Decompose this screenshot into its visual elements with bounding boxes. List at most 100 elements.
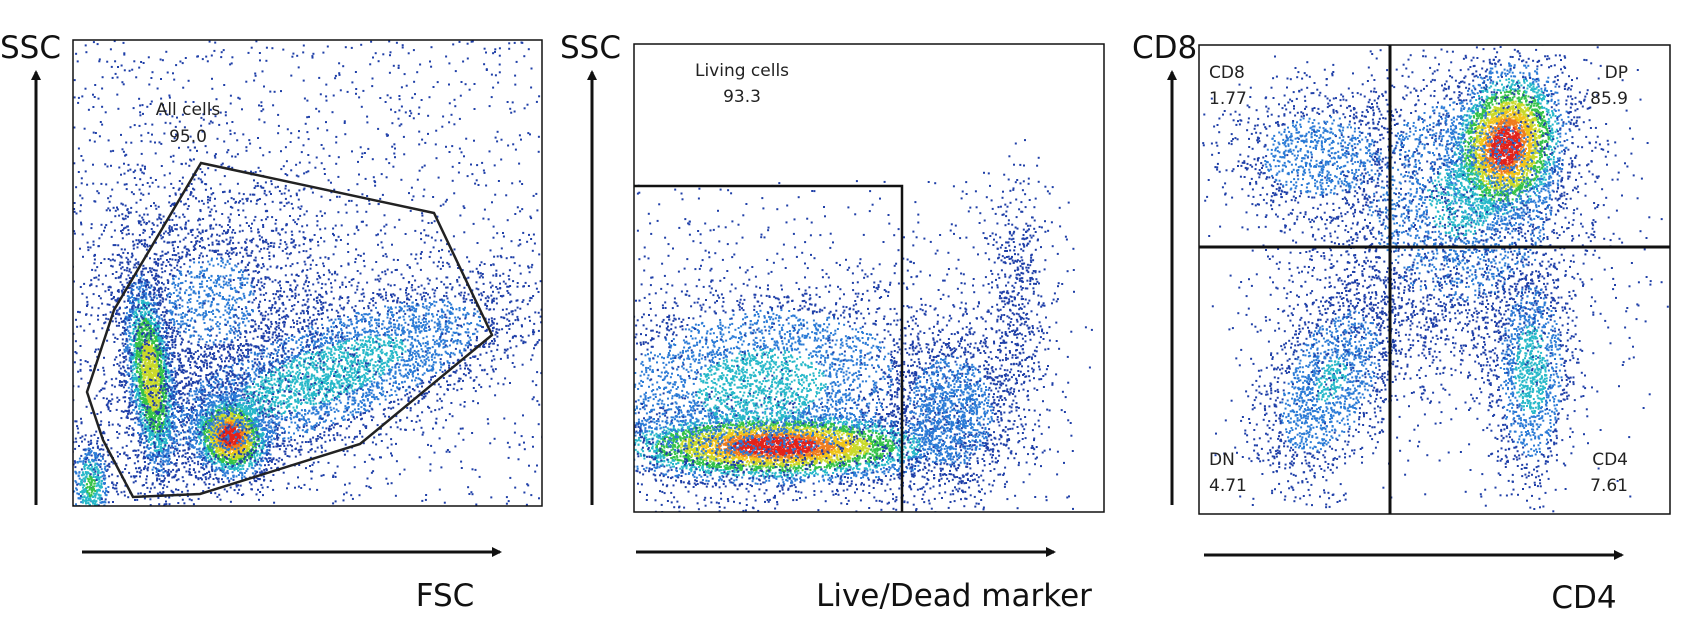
data-point — [138, 399, 141, 402]
data-point — [163, 391, 166, 394]
data-point — [145, 302, 148, 305]
data-point — [131, 368, 134, 371]
data-point — [142, 299, 145, 302]
data-point — [142, 442, 145, 444]
data-point — [139, 356, 142, 359]
data-point — [149, 349, 152, 352]
data-point — [227, 466, 230, 469]
data-point — [186, 397, 189, 400]
data-point — [152, 322, 155, 325]
data-point — [154, 349, 157, 352]
data-point — [233, 469, 236, 472]
data-point — [137, 342, 140, 345]
data-point — [161, 379, 164, 382]
data-point — [329, 356, 332, 359]
data-point — [129, 311, 132, 313]
data-point — [242, 464, 245, 467]
data-point — [166, 463, 169, 466]
data-point — [165, 503, 168, 506]
data-point — [148, 368, 151, 371]
data-point — [157, 379, 160, 382]
data-point — [165, 452, 168, 455]
data-point — [133, 449, 136, 452]
data-point — [175, 391, 178, 394]
data-point — [136, 370, 139, 373]
data-point — [154, 458, 157, 461]
data-point — [148, 425, 151, 428]
data-point — [131, 385, 133, 388]
data-point — [154, 389, 156, 392]
data-point — [144, 406, 147, 409]
data-point — [151, 338, 154, 341]
data-point — [128, 390, 131, 393]
data-point — [192, 433, 195, 436]
data-point — [165, 371, 168, 374]
data-point — [202, 454, 205, 457]
data-point — [140, 284, 143, 287]
data-point — [172, 428, 175, 431]
data-point — [261, 447, 264, 450]
data-point — [130, 256, 133, 259]
data-point — [144, 292, 147, 295]
data-point — [299, 321, 302, 324]
data-point — [264, 464, 266, 467]
data-point — [148, 377, 151, 380]
data-point — [128, 268, 131, 271]
data-point — [254, 464, 257, 467]
data-point — [160, 443, 163, 446]
data-point — [243, 472, 246, 474]
data-point — [137, 288, 140, 291]
data-point — [146, 344, 149, 347]
data-point — [148, 453, 151, 456]
data-point — [150, 420, 153, 423]
data-point — [115, 356, 118, 359]
data-point — [191, 403, 194, 406]
data-point — [145, 416, 148, 419]
data-point — [153, 369, 156, 372]
data-point — [178, 419, 180, 421]
data-point — [165, 453, 168, 456]
data-point — [177, 352, 180, 355]
data-point — [142, 302, 145, 305]
data-point — [153, 307, 156, 310]
data-point — [139, 378, 142, 381]
data-point — [116, 338, 119, 340]
data-point — [174, 398, 177, 401]
data-point — [165, 380, 168, 383]
data-point — [224, 474, 227, 477]
data-point — [135, 266, 138, 269]
data-point — [137, 371, 140, 374]
data-point — [146, 358, 149, 361]
data-point — [258, 454, 261, 457]
data-point — [152, 301, 155, 304]
data-point — [237, 474, 240, 476]
data-point — [116, 254, 119, 256]
data-point — [167, 411, 170, 414]
data-point — [137, 263, 140, 266]
data-point — [260, 464, 263, 467]
data-point — [276, 433, 279, 436]
data-point — [162, 410, 165, 413]
data-point — [174, 370, 177, 373]
data-point — [133, 367, 136, 370]
data-point — [247, 448, 250, 450]
data-point — [140, 302, 143, 304]
data-point — [143, 379, 146, 382]
data-point — [145, 298, 148, 300]
data-point — [137, 449, 140, 452]
data-point — [132, 266, 135, 269]
data-point — [253, 454, 256, 456]
data-point — [130, 288, 133, 291]
data-point — [229, 458, 232, 461]
data-point — [142, 295, 145, 298]
data-point — [166, 449, 169, 452]
data-point — [267, 463, 270, 466]
data-point — [148, 323, 151, 326]
data-point — [161, 452, 164, 455]
data-point — [141, 418, 144, 421]
data-point — [149, 286, 152, 289]
data-point — [166, 409, 169, 412]
data-point — [234, 464, 236, 467]
data-point — [133, 353, 136, 356]
data-point — [149, 319, 151, 322]
